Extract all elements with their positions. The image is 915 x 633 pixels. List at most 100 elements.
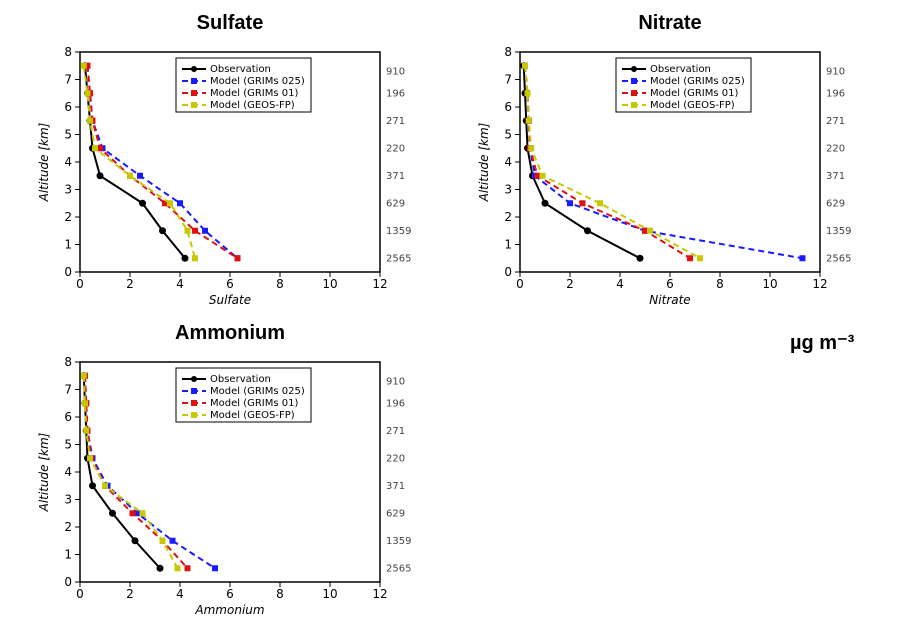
ytick-label: 7 xyxy=(504,73,512,87)
xtick-label: 12 xyxy=(812,277,827,291)
chart-ammonium: 024681012012345678Altitude [km]Ammonium9… xyxy=(30,350,430,620)
xtick-label: 12 xyxy=(372,587,387,601)
xtick-label: 0 xyxy=(76,587,84,601)
legend-swatch-marker xyxy=(191,78,197,84)
xtick-label: 4 xyxy=(176,277,184,291)
panel-title-ammonium: Ammonium xyxy=(30,322,430,345)
right-count-label: 220 xyxy=(826,143,845,154)
series-line xyxy=(524,66,640,259)
right-count-label: 371 xyxy=(826,171,845,182)
series-marker xyxy=(167,200,173,206)
legend-swatch-marker xyxy=(631,66,637,72)
legend-swatch-marker xyxy=(191,66,197,72)
ytick-label: 6 xyxy=(64,410,72,424)
series-marker xyxy=(177,200,183,206)
xtick-label: 8 xyxy=(276,277,284,291)
xtick-label: 10 xyxy=(322,587,337,601)
series-line xyxy=(84,376,160,569)
legend-label: Observation xyxy=(210,64,271,75)
legend-label: Model (GRIMs 025) xyxy=(650,76,745,87)
series-marker xyxy=(192,228,198,234)
ytick-label: 1 xyxy=(504,238,512,252)
legend-swatch-marker xyxy=(191,376,197,382)
legend-label: Model (GRIMs 01) xyxy=(650,88,738,99)
legend-label: Observation xyxy=(650,64,711,75)
xtick-label: 12 xyxy=(372,277,387,291)
panel-nitrate: Nitrate024681012012345678Altitude [km]Ni… xyxy=(470,40,870,310)
series-marker xyxy=(175,565,181,571)
panel-sulfate: Sulfate024681012012345678Altitude [km]Su… xyxy=(30,40,430,310)
series-marker xyxy=(647,228,653,234)
xtick-label: 0 xyxy=(76,277,84,291)
series-marker xyxy=(637,255,644,262)
legend-swatch-marker xyxy=(191,90,197,96)
series-marker xyxy=(87,118,93,124)
series-marker xyxy=(127,173,133,179)
ytick-label: 4 xyxy=(64,155,72,169)
ytick-label: 0 xyxy=(64,575,72,589)
right-count-label: 1359 xyxy=(386,226,411,237)
right-count-label: 910 xyxy=(826,66,845,77)
legend-swatch-marker xyxy=(191,400,197,406)
legend-swatch-marker xyxy=(191,388,197,394)
series-marker xyxy=(202,228,208,234)
xtick-label: 8 xyxy=(276,587,284,601)
series-marker xyxy=(526,118,532,124)
series-marker xyxy=(800,255,806,261)
ytick-label: 4 xyxy=(64,465,72,479)
xtick-label: 8 xyxy=(716,277,724,291)
series-marker xyxy=(92,145,98,151)
y-axis-title: Altitude [km] xyxy=(37,432,51,512)
xtick-label: 4 xyxy=(176,587,184,601)
xtick-label: 6 xyxy=(226,587,234,601)
ytick-label: 0 xyxy=(504,265,512,279)
series-marker xyxy=(542,200,549,207)
series-marker xyxy=(132,537,139,544)
ytick-label: 3 xyxy=(64,493,72,507)
right-count-label: 271 xyxy=(386,116,405,127)
right-count-label: 271 xyxy=(826,116,845,127)
right-count-label: 220 xyxy=(386,453,405,464)
legend-label: Model (GRIMs 025) xyxy=(210,76,305,87)
x-axis-title: Nitrate xyxy=(649,293,690,307)
x-axis-title: Ammonium xyxy=(194,603,264,617)
ytick-label: 2 xyxy=(64,520,72,534)
series-line xyxy=(84,66,195,259)
series-marker xyxy=(687,255,693,261)
right-count-label: 1359 xyxy=(386,536,411,547)
panel-ammonium: Ammonium024681012012345678Altitude [km]A… xyxy=(30,350,430,620)
series-marker xyxy=(580,200,586,206)
series-marker xyxy=(137,173,143,179)
right-count-label: 2565 xyxy=(826,253,851,264)
y-axis-title: Altitude [km] xyxy=(37,122,51,202)
series-marker xyxy=(170,538,176,544)
legend-swatch-marker xyxy=(191,412,197,418)
series-marker xyxy=(82,400,88,406)
y-axis-title: Altitude [km] xyxy=(477,122,491,202)
legend-label: Model (GEOS-FP) xyxy=(210,410,295,421)
series-marker xyxy=(81,63,87,69)
xtick-label: 6 xyxy=(226,277,234,291)
series-marker xyxy=(83,428,89,434)
series-marker xyxy=(160,538,166,544)
legend-label: Model (GEOS-FP) xyxy=(650,100,735,111)
series-marker xyxy=(109,510,116,517)
legend-label: Model (GRIMs 01) xyxy=(210,398,298,409)
right-count-label: 910 xyxy=(386,66,405,77)
series-marker xyxy=(192,255,198,261)
legend-label: Observation xyxy=(210,374,271,385)
ytick-label: 3 xyxy=(64,183,72,197)
series-marker xyxy=(139,200,146,207)
right-count-label: 2565 xyxy=(386,563,411,574)
right-count-label: 1359 xyxy=(826,226,851,237)
right-count-label: 196 xyxy=(826,88,845,99)
right-count-label: 629 xyxy=(386,508,405,519)
series-marker xyxy=(85,90,91,96)
legend-swatch-marker xyxy=(631,102,637,108)
chart-sulfate: 024681012012345678Altitude [km]Sulfate91… xyxy=(30,40,430,310)
right-count-label: 196 xyxy=(386,398,405,409)
ytick-label: 5 xyxy=(504,128,512,142)
x-axis-title: Sulfate xyxy=(209,293,251,307)
ytick-label: 8 xyxy=(504,45,512,59)
xtick-label: 10 xyxy=(762,277,777,291)
